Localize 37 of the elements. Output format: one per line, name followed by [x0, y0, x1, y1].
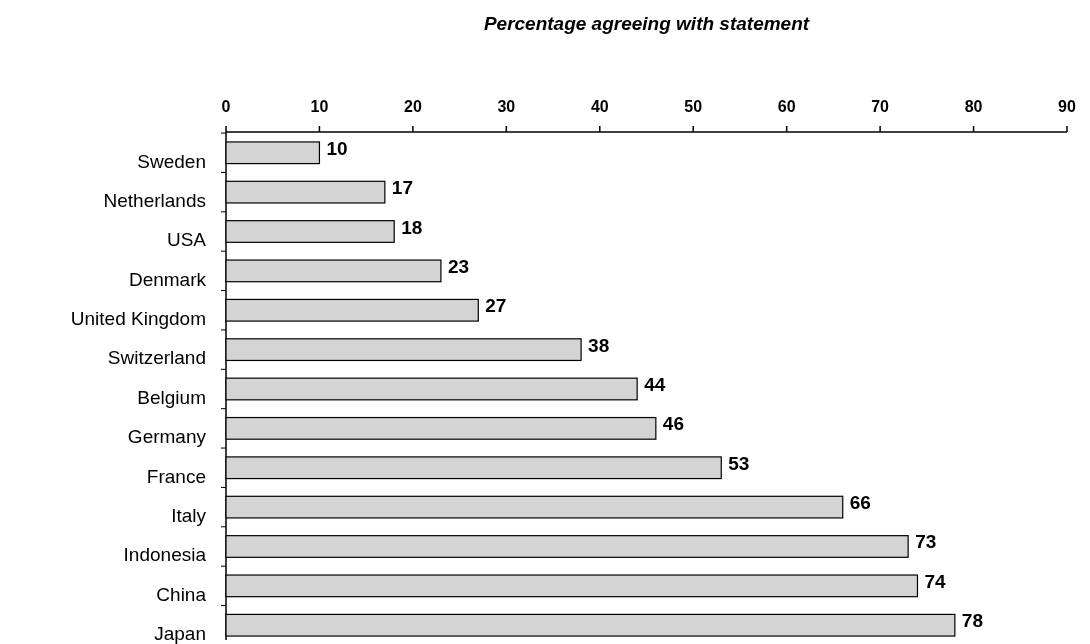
y-tick-label: Denmark: [128, 268, 207, 290]
x-tick-label: 20: [403, 98, 422, 115]
data-label: 78: [961, 610, 984, 632]
data-label: 23: [447, 255, 470, 277]
y-tick-label: USA: [166, 229, 207, 251]
data-label: 44: [644, 374, 666, 395]
x-tick-label: 50: [684, 98, 703, 115]
x-tick-label: 70: [871, 98, 890, 115]
data-label: 53: [728, 452, 750, 474]
x-tick-label: 90: [1058, 98, 1076, 115]
y-tick-label: Belgium: [137, 386, 206, 408]
x-axis-title: Percentage agreeing with statement: [483, 13, 810, 34]
y-tick-label: Switzerland: [107, 347, 206, 369]
data-label: 66: [849, 492, 871, 514]
x-tick-label: 40: [590, 98, 609, 115]
data-label: 17: [391, 177, 413, 199]
data-label: 74: [924, 570, 947, 592]
y-tick-label: Italy: [171, 504, 207, 526]
data-label: 10: [326, 137, 348, 159]
x-tick-label: 0: [221, 98, 231, 115]
x-tick-label: 80: [964, 98, 983, 115]
data-label: 46: [662, 413, 684, 435]
y-tick-label: France: [146, 465, 206, 487]
x-tick-label: 30: [497, 98, 516, 115]
y-tick-label: Netherlands: [103, 189, 206, 211]
y-tick-label: Japan: [154, 623, 206, 644]
data-label: 73: [915, 531, 937, 553]
x-tick-label: 60: [777, 98, 796, 115]
y-tick-label: United Kingdom: [70, 308, 206, 330]
y-tick-label: Indonesia: [123, 544, 207, 566]
y-tick-label: China: [156, 583, 207, 605]
x-tick-label: 10: [310, 98, 329, 115]
y-tick-label: Germany: [127, 426, 207, 448]
data-label: 38: [588, 334, 610, 356]
data-label: 18: [401, 216, 423, 238]
data-label: 27: [485, 295, 507, 317]
y-tick-label: Sweden: [137, 150, 206, 172]
